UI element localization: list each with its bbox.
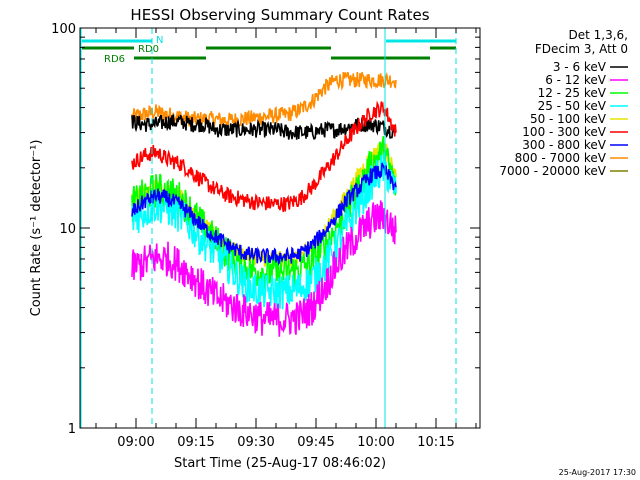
x-tick-label: 09:30 [237, 435, 274, 450]
legend-item-label: 300 - 800 keV [522, 138, 606, 152]
legend-item-label: 7000 - 20000 keV [499, 164, 606, 178]
flag-label-n: N [156, 35, 163, 46]
x-tick-label: 09:15 [177, 435, 214, 450]
y-tick-label: 1 [68, 422, 76, 437]
series-line-3to6keV [131, 114, 397, 140]
series-line-300to800keV [131, 162, 397, 266]
series-layer [131, 71, 397, 337]
flag-label-rd6: RD6 [104, 54, 125, 65]
y-axis: 1 10 100 [51, 22, 480, 437]
legend-item-label: 25 - 50 keV [538, 99, 607, 113]
legend-item-label: 100 - 300 keV [522, 125, 606, 139]
x-tick-label: 10:15 [417, 435, 454, 450]
x-axis: 09:00 09:15 09:30 09:45 10:00 10:15 [95, 28, 477, 450]
timestamp: 25-Aug-2017 17:30 [559, 468, 636, 477]
legend-header-line-2: FDecim 3, Att 0 [535, 42, 628, 56]
y-tick-label: 100 [51, 22, 76, 37]
x-tick-label: 09:45 [297, 435, 334, 450]
x-tick-label: 09:00 [117, 435, 154, 450]
legend-header-line-1: Det 1,3,6, [569, 28, 629, 42]
legend-item-label: 3 - 6 keV [553, 60, 607, 74]
series-line-800to7000keV [131, 71, 397, 128]
x-tick-label: 10:00 [357, 435, 394, 450]
y-axis-label: Count Rate (s⁻¹ detector⁻¹) [29, 140, 44, 317]
plot-frame [79, 27, 481, 429]
legend-item-label: 50 - 100 keV [530, 112, 607, 126]
flag-label-rd0: RD0 [138, 44, 159, 55]
legend-item-label: 12 - 25 keV [538, 86, 607, 100]
x-axis-label: Start Time (25-Aug-17 08:46:02) [174, 456, 386, 471]
y-tick-label: 10 [59, 222, 76, 237]
chart-title: HESSI Observing Summary Count Rates [130, 6, 429, 24]
series-line-6to12keV [131, 200, 397, 337]
series-line-100to300keV [131, 100, 397, 213]
legend-item-label: 6 - 12 keV [545, 73, 607, 87]
series-line-25to50keV [131, 151, 397, 310]
legend-item-label: 800 - 7000 keV [515, 151, 607, 165]
